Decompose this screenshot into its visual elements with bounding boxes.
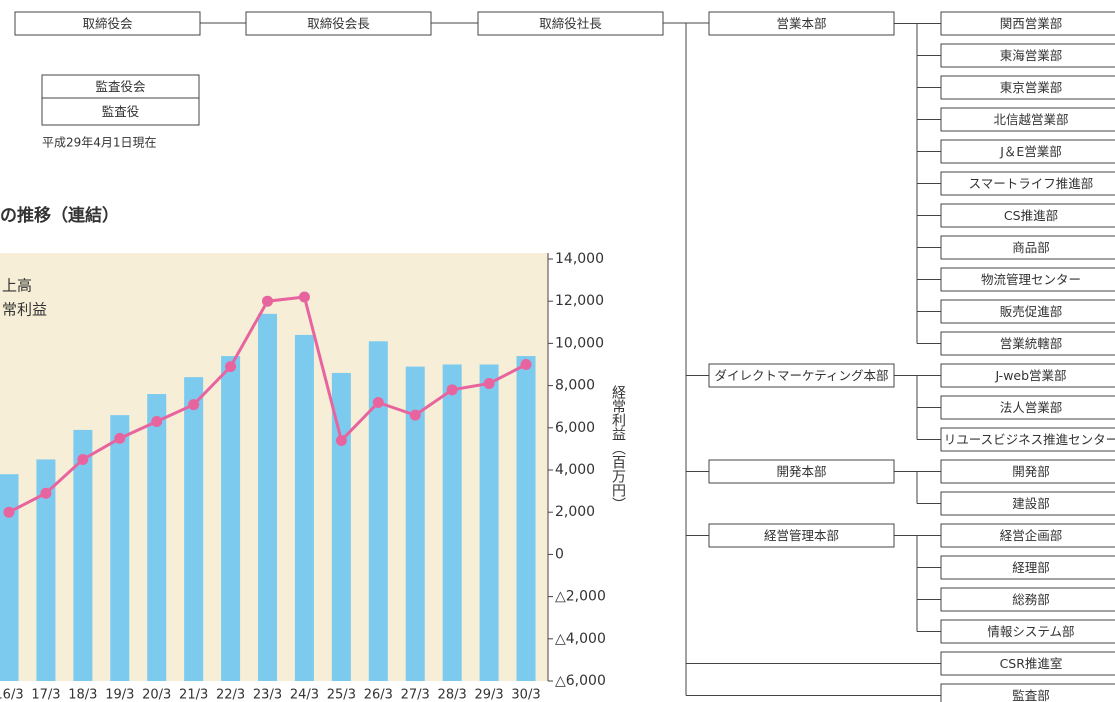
y-tick-label: 8,000 xyxy=(555,378,595,394)
department-box-label: 総務部 xyxy=(1012,592,1050,607)
bar xyxy=(331,372,351,681)
legend-label: 上高 xyxy=(2,277,32,295)
division-box-label: 営業本部 xyxy=(776,16,826,31)
chairman-box-label: 取締役会長 xyxy=(307,16,370,31)
bar xyxy=(0,474,19,681)
president-box-label: 取締役社長 xyxy=(539,16,602,31)
department-box-label: J-web営業部 xyxy=(994,368,1066,383)
department-box-label: リユースビジネス推進センター xyxy=(944,432,1115,447)
bar xyxy=(479,364,499,681)
chart-title: の推移（連結） xyxy=(0,205,119,226)
x-tick-label: 29/3 xyxy=(474,688,503,702)
point xyxy=(446,384,458,396)
x-tick-label: 19/3 xyxy=(105,688,134,702)
audit-box-label: 監査役会 xyxy=(95,79,146,94)
y-tick-label: △2,000 xyxy=(555,589,606,605)
department-box-label: 北信越営業部 xyxy=(993,112,1068,127)
y-tick-label: 4,000 xyxy=(555,462,595,478)
board-box-label: 取締役会 xyxy=(82,16,133,31)
point xyxy=(520,359,532,370)
point xyxy=(114,432,126,444)
x-tick-label: 26/3 xyxy=(364,688,393,702)
bar xyxy=(221,356,241,681)
bar xyxy=(405,366,425,681)
y-tick-label: △6,000 xyxy=(555,673,606,689)
division-box-label: 開発本部 xyxy=(776,464,826,479)
auditor-box-label: 監査役 xyxy=(102,104,140,119)
bar xyxy=(73,429,93,681)
y-tick-label: 14,000 xyxy=(555,251,604,267)
point xyxy=(40,487,52,499)
department-box-label: CSR推進室 xyxy=(1000,656,1063,671)
point xyxy=(188,399,200,411)
department-box-label: CS推進部 xyxy=(1004,208,1058,223)
division-box-label: 経営管理本部 xyxy=(764,528,839,543)
bar xyxy=(442,364,462,681)
department-box-label: 物流管理センター xyxy=(981,272,1081,287)
department-box-label: 情報システム部 xyxy=(987,624,1074,639)
x-tick-label: 30/3 xyxy=(511,688,540,702)
x-tick-label: 17/3 xyxy=(31,688,60,702)
department-box-label: 開発部 xyxy=(1012,464,1050,479)
legend-label: 常利益 xyxy=(2,301,47,319)
x-tick-label: 22/3 xyxy=(216,688,245,702)
x-tick-label: 20/3 xyxy=(142,688,171,702)
point xyxy=(298,291,310,303)
x-tick-label: 18/3 xyxy=(68,688,97,702)
x-tick-label: 23/3 xyxy=(253,688,282,702)
bar xyxy=(36,459,56,681)
y-tick-label: 10,000 xyxy=(555,335,604,351)
point xyxy=(409,409,421,421)
point xyxy=(483,377,495,389)
x-tick-label: 25/3 xyxy=(327,688,356,702)
point xyxy=(3,506,15,518)
department-box-label: J＆E営業部 xyxy=(999,144,1062,159)
point xyxy=(225,361,237,373)
x-tick-label: 21/3 xyxy=(179,688,208,702)
y-tick-label: △4,000 xyxy=(555,631,606,647)
y-axis-label: 経常利益（百万円） xyxy=(610,385,626,511)
division-box-label: ダイレクトマーケティング本部 xyxy=(714,368,888,383)
bar xyxy=(110,415,130,681)
x-tick-label: 28/3 xyxy=(438,688,467,702)
department-box-label: 法人営業部 xyxy=(1000,400,1063,415)
point xyxy=(335,434,347,446)
department-box-label: 経理部 xyxy=(1012,560,1050,575)
x-tick-label: 16/3 xyxy=(0,688,24,702)
bar xyxy=(258,313,278,681)
point xyxy=(262,295,274,307)
department-box-label: 商品部 xyxy=(1012,240,1050,255)
point xyxy=(372,396,384,408)
department-box-label: 販売促進部 xyxy=(1000,304,1063,319)
department-box-label: 経営企画部 xyxy=(1000,528,1063,543)
department-box-label: 東海営業部 xyxy=(1000,48,1063,63)
bar xyxy=(147,394,167,681)
department-box-label: 東京営業部 xyxy=(1000,80,1063,95)
department-box-label: 監査部 xyxy=(1012,688,1050,702)
department-box-label: 関西営業部 xyxy=(1000,16,1063,31)
department-box-label: スマートライフ推進部 xyxy=(969,176,1094,191)
bar xyxy=(516,356,536,681)
bar xyxy=(368,341,388,681)
department-box-label: 営業統轄部 xyxy=(1000,336,1063,351)
x-tick-label: 24/3 xyxy=(290,688,319,702)
y-tick-label: 12,000 xyxy=(555,293,604,309)
auditor-box xyxy=(41,97,200,126)
bar xyxy=(294,334,314,681)
point xyxy=(77,453,89,465)
bar xyxy=(184,377,204,681)
y-tick-label: 0 xyxy=(555,546,564,562)
y-tick-label: 2,000 xyxy=(555,504,595,520)
y-tick-label: 6,000 xyxy=(555,420,595,436)
date-note: 平成29年4月1日現在 xyxy=(42,136,157,150)
x-tick-label: 27/3 xyxy=(401,688,430,702)
department-box-label: 建設部 xyxy=(1012,496,1050,511)
point xyxy=(151,415,163,427)
